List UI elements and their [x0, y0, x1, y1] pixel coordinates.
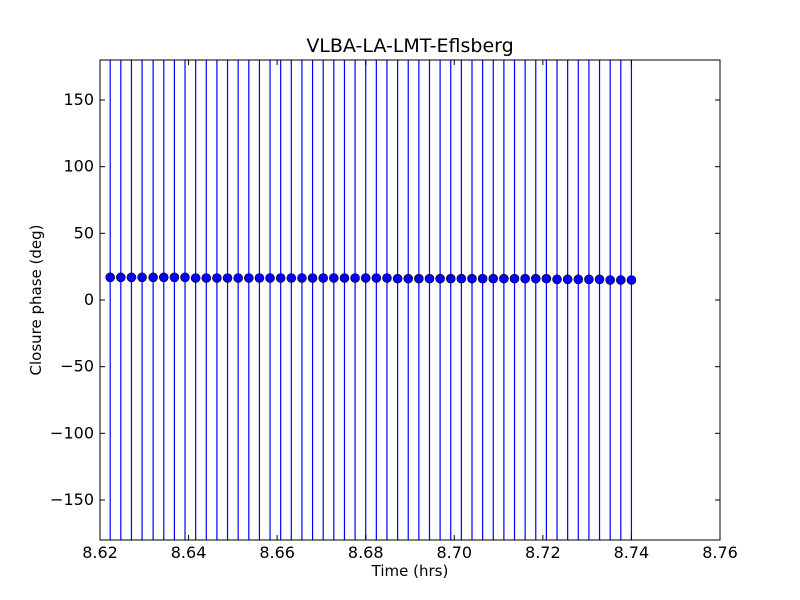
data-point	[105, 272, 115, 283]
data-point	[275, 273, 286, 283]
x-tick-label: 8.72	[525, 543, 561, 562]
data-point	[530, 273, 541, 284]
y-tick-label: 150	[63, 90, 94, 109]
y-tick-label: 0	[84, 290, 94, 309]
data-point	[509, 273, 520, 284]
data-point	[158, 272, 169, 283]
x-axis-label: Time (hrs)	[371, 562, 449, 580]
data-point	[414, 273, 424, 284]
data-point	[212, 273, 222, 283]
data-point	[615, 275, 626, 285]
data-point	[307, 273, 318, 283]
data-point	[392, 273, 403, 284]
y-axis-ticks: −150 −100 −50 0 50 100 150	[50, 90, 720, 509]
data-point	[222, 273, 233, 283]
y-tick-label: 50	[74, 223, 94, 242]
x-tick-label: 8.76	[702, 543, 738, 562]
data-point	[499, 273, 509, 284]
data-point	[297, 273, 307, 283]
y-tick-label: −150	[50, 490, 94, 509]
data-point	[318, 273, 329, 283]
data-point	[148, 272, 158, 283]
data-point	[244, 273, 254, 283]
data-point	[467, 273, 477, 284]
data-point	[126, 272, 137, 283]
data-point	[456, 273, 467, 284]
data-point	[445, 273, 456, 284]
data-point	[584, 274, 594, 285]
y-tick-label: −100	[50, 423, 94, 442]
y-tick-label: −50	[60, 357, 94, 376]
data-point	[424, 273, 435, 284]
x-tick-label: 8.70	[436, 543, 472, 562]
data-point	[180, 272, 190, 283]
data-point	[382, 273, 392, 283]
data-point	[169, 272, 180, 283]
x-tick-label: 8.68	[348, 543, 384, 562]
data-point	[137, 272, 147, 283]
x-axis-ticks: 8.62 8.64 8.66 8.68 8.70 8.72 8.74 8.76	[82, 60, 738, 562]
data-point	[286, 273, 297, 283]
data-point	[233, 273, 243, 283]
data-point	[488, 273, 499, 284]
x-tick-label: 8.74	[614, 543, 650, 562]
chart-title: VLBA-LA-LMT-Eflsberg	[306, 35, 513, 57]
data-point	[190, 273, 201, 283]
data-point	[360, 273, 371, 283]
x-tick-label: 8.62	[82, 543, 118, 562]
y-tick-label: 100	[63, 157, 94, 176]
data-point	[329, 273, 339, 283]
data-point	[265, 273, 275, 283]
data-point	[541, 273, 552, 284]
x-tick-label: 8.64	[171, 543, 207, 562]
data-point	[201, 273, 212, 283]
data-point	[371, 273, 382, 283]
data-point	[605, 275, 615, 285]
data-point	[254, 273, 265, 283]
data-point	[520, 273, 530, 284]
data-point	[339, 273, 350, 283]
errorbar-layer	[109, 60, 633, 540]
x-tick-label: 8.66	[259, 543, 295, 562]
y-axis-label: Closure phase (deg)	[27, 225, 45, 376]
data-point	[552, 274, 562, 285]
data-point	[626, 275, 637, 285]
data-point	[403, 273, 414, 284]
data-point	[477, 273, 488, 284]
data-point	[435, 273, 445, 284]
data-point	[350, 273, 360, 283]
data-point	[573, 274, 584, 285]
data-point	[562, 274, 573, 285]
data-point	[594, 274, 605, 285]
marker-layer	[105, 272, 637, 285]
data-point	[116, 272, 126, 283]
